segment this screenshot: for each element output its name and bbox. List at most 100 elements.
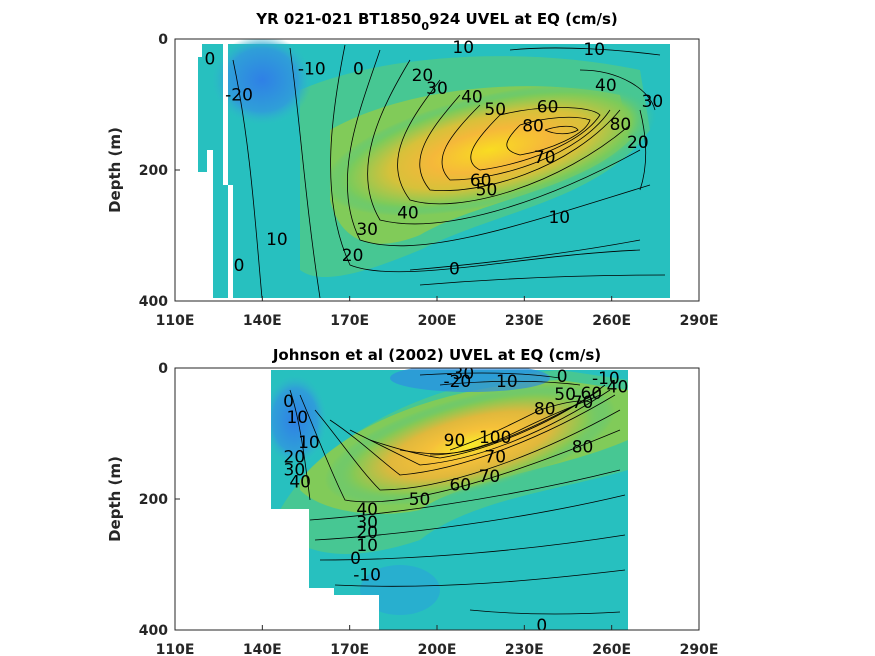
- y-tick-label: 400: [139, 623, 168, 639]
- y-tick-label: 0: [158, 32, 168, 48]
- contour-label: 30: [284, 461, 306, 481]
- contour-label: 40: [289, 472, 311, 492]
- contour-label: -30: [446, 364, 474, 384]
- panel-1-mask-gap-2: [207, 150, 213, 301]
- contour-label: 0: [205, 50, 216, 70]
- contour-label: -10: [353, 565, 381, 585]
- panel-1-y-ticks: 0 200 400: [139, 32, 180, 310]
- contour-label: 60: [470, 171, 492, 191]
- contour-label: 70: [479, 467, 501, 487]
- contour-label: 20: [342, 246, 364, 266]
- x-tick-label: 170E: [330, 642, 369, 656]
- contour-label: 50: [484, 100, 506, 120]
- panel-1-mask-gap-1: [198, 172, 207, 301]
- x-tick-label: 200E: [418, 642, 457, 656]
- panel-1-y-label: Depth (m): [106, 127, 124, 213]
- contour-label: 30: [356, 220, 378, 240]
- panel-2-mask-step-3: [334, 595, 379, 630]
- x-tick-label: 140E: [243, 642, 282, 656]
- contour-label: 20: [284, 447, 306, 467]
- contour-label: 60: [537, 97, 559, 117]
- contour-label: 50: [554, 385, 576, 405]
- panel-1-title: YR 021-021 BT18500924 UVEL at EQ (cm/s): [255, 10, 618, 33]
- panel-2-deep-westward: [360, 565, 440, 615]
- panel-1: YR 021-021 BT18500924 UVEL at EQ (cm/s): [106, 10, 718, 329]
- contour-label: 40: [397, 204, 419, 224]
- contour-label: 40: [461, 88, 483, 108]
- panel-2-y-ticks: 0 200 400: [139, 361, 180, 639]
- x-tick-label: 110E: [156, 313, 195, 329]
- contour-label: 0: [353, 59, 364, 79]
- contour-label: 70: [484, 447, 506, 467]
- x-tick-label: 260E: [592, 313, 631, 329]
- panel-2-contours: [289, 372, 626, 615]
- contour-label: 10: [452, 38, 474, 58]
- contour-label: 10: [298, 433, 320, 453]
- contour-label: 30: [642, 92, 664, 112]
- contour-label: 0: [283, 392, 294, 412]
- panel-2-title: Johnson et al (2002) UVEL at EQ (cm/s): [272, 346, 601, 364]
- contour-label: 90: [444, 431, 466, 451]
- x-tick-label: 110E: [156, 642, 195, 656]
- contour-label: 0: [536, 616, 547, 636]
- x-tick-label: 140E: [243, 313, 282, 329]
- y-tick-label: 200: [139, 492, 168, 508]
- contour-label: 80: [522, 116, 544, 136]
- panel-2-y-label: Depth (m): [106, 456, 124, 542]
- panel-2-mask-left: [175, 368, 271, 630]
- x-tick-label: 290E: [680, 642, 719, 656]
- x-tick-label: 290E: [680, 313, 719, 329]
- contour-label: 30: [426, 79, 448, 99]
- contour-label: 70: [534, 148, 556, 168]
- contour-label: 10: [356, 536, 378, 556]
- contour-label: 20: [412, 66, 434, 86]
- contour-label: 10: [583, 40, 605, 60]
- contour-label: 60: [580, 384, 602, 404]
- y-tick-label: 0: [158, 361, 168, 377]
- panel-1-mask-right-top: [690, 39, 699, 80]
- panel-1-x-ticks: 110E 140E 170E 200E 230E 260E 290E: [156, 296, 719, 329]
- contour-label: 80: [610, 115, 632, 135]
- contour-label: 10: [286, 408, 308, 428]
- contour-label: 40: [607, 377, 629, 397]
- panel-1-mask-left: [175, 39, 198, 301]
- contour-label: 40: [595, 76, 617, 96]
- contour-label: 20: [356, 523, 378, 543]
- contour-label: 10: [496, 372, 518, 392]
- contour-label: 20: [627, 133, 649, 153]
- contour-label: 10: [548, 208, 570, 228]
- contour-label: -10: [592, 369, 620, 389]
- panel-2-core: [324, 384, 616, 506]
- x-tick-label: 260E: [592, 642, 631, 656]
- x-tick-label: 230E: [505, 642, 544, 656]
- contour-label: -20: [225, 86, 253, 106]
- panel-2: Johnson et al (2002) UVEL at EQ (cm/s): [106, 346, 718, 656]
- contour-label: 0: [234, 256, 245, 276]
- x-tick-label: 200E: [418, 313, 457, 329]
- contour-label: 70: [572, 393, 594, 413]
- contour-label: -20: [443, 372, 471, 392]
- panel-2-mask-step-2: [309, 588, 334, 630]
- panel-1-mask-top-1: [198, 39, 202, 57]
- contour-label: 30: [356, 513, 378, 533]
- contour-label: 50: [476, 181, 498, 201]
- panel-1-mask-gap-3: [223, 39, 228, 185]
- contour-label: 60: [449, 476, 471, 496]
- contour-label: 0: [449, 259, 460, 279]
- panel-2-surface-westward: [390, 368, 550, 392]
- x-tick-label: 170E: [330, 313, 369, 329]
- contour-label: 0: [350, 549, 361, 569]
- panel-2-mask-step-1: [271, 509, 309, 630]
- panel-1-west-current: [212, 39, 312, 125]
- contour-label: 40: [356, 500, 378, 520]
- panel-1-contours: [232, 44, 666, 299]
- contour-label: 50: [409, 490, 431, 510]
- contour-label: -10: [298, 59, 326, 79]
- x-tick-label: 230E: [505, 313, 544, 329]
- panel-2-x-ticks: 110E 140E 170E 200E 230E 260E 290E: [156, 625, 719, 656]
